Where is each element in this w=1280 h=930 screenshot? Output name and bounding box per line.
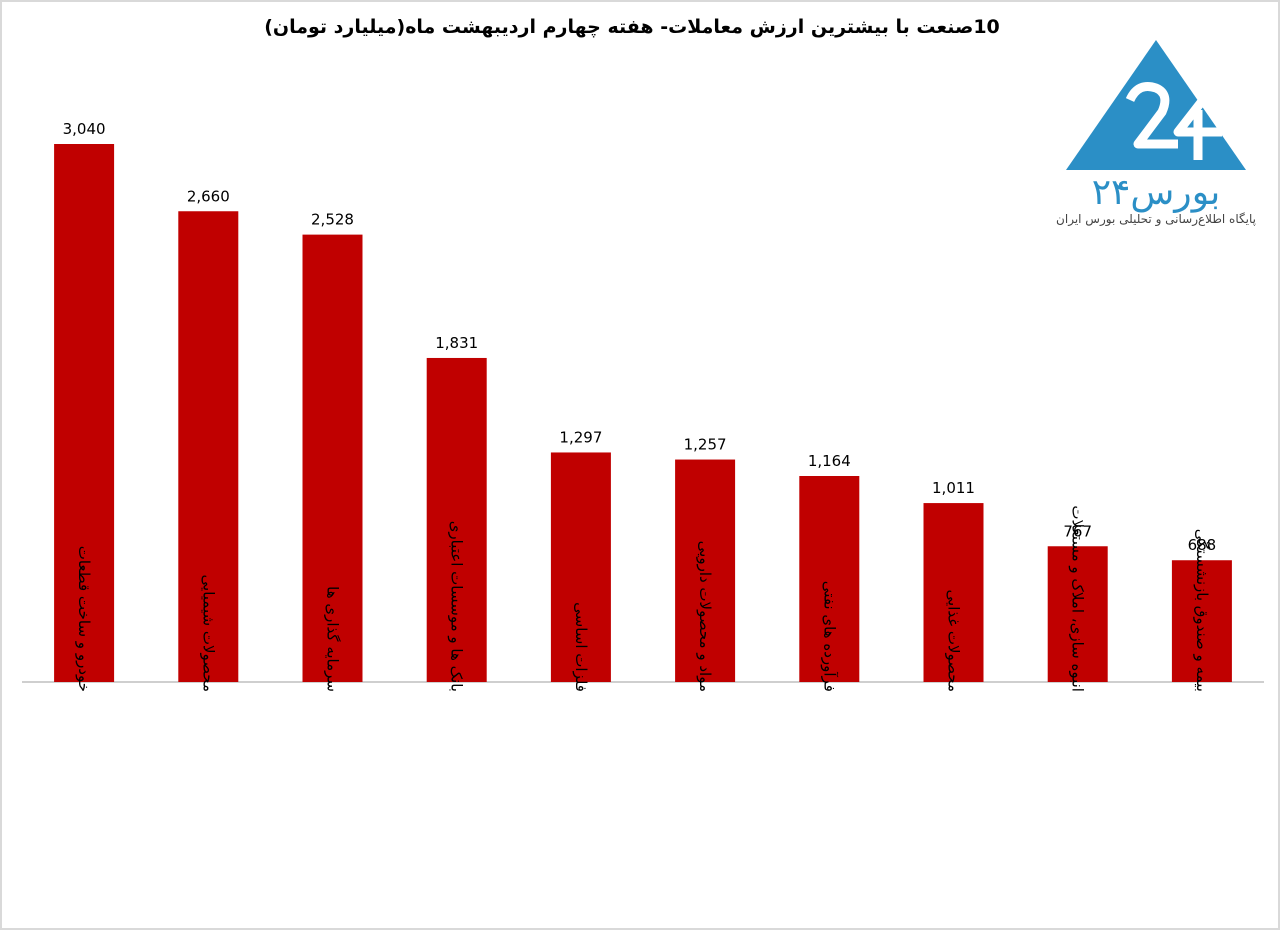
category-label: خودرو و ساخت قطعات [75,546,93,692]
chart-title: 10صنعت با بیشترین ارزش معاملات- هفته چها… [264,16,1000,38]
bar [923,503,984,682]
bar [799,476,860,682]
data-label: 1,297 [559,428,602,446]
category-label: محصولات غذایی [945,590,963,692]
bar [1047,546,1108,682]
category-label: فرآورده های نفتی [820,581,838,692]
category-label: بیمه و صندوق بازنشستگی [1193,529,1211,692]
data-label: 2,528 [311,211,354,229]
data-label: 688 [1188,536,1217,554]
category-label: مواد و محصولات دارویی [696,541,714,692]
logo: بورس۲۴ پایگاه اطلاع‌رسانی و تحلیلی بورس … [1038,36,1274,236]
category-label: سرمایه گذاری ها [324,586,342,692]
data-label: 1,011 [932,479,975,497]
data-label: 767 [1063,522,1092,540]
category-label: بانک ها و موسسات اعتباری [448,521,466,692]
bar [1171,560,1232,682]
logo-triangle-icon [1066,40,1246,170]
bar [426,357,487,682]
bar [550,452,611,682]
bar [178,211,239,682]
bar [54,144,115,682]
category-label: انبوه سازی، املاک و مستغلات [1069,505,1087,692]
data-label: 2,660 [187,187,230,205]
data-label: 3,040 [63,120,106,138]
data-label: 1,164 [808,452,851,470]
data-label: 1,257 [684,436,727,454]
category-label: محصولات شیمیایی [199,575,217,692]
data-label: 1,831 [435,334,478,352]
logo-tagline: پایگاه اطلاع‌رسانی و تحلیلی بورس ایران [1056,212,1256,226]
logo-wordmark: بورس۲۴ [1091,172,1221,213]
bar [302,234,363,682]
category-label: فلزات اساسی [572,602,590,692]
bar [675,459,736,682]
